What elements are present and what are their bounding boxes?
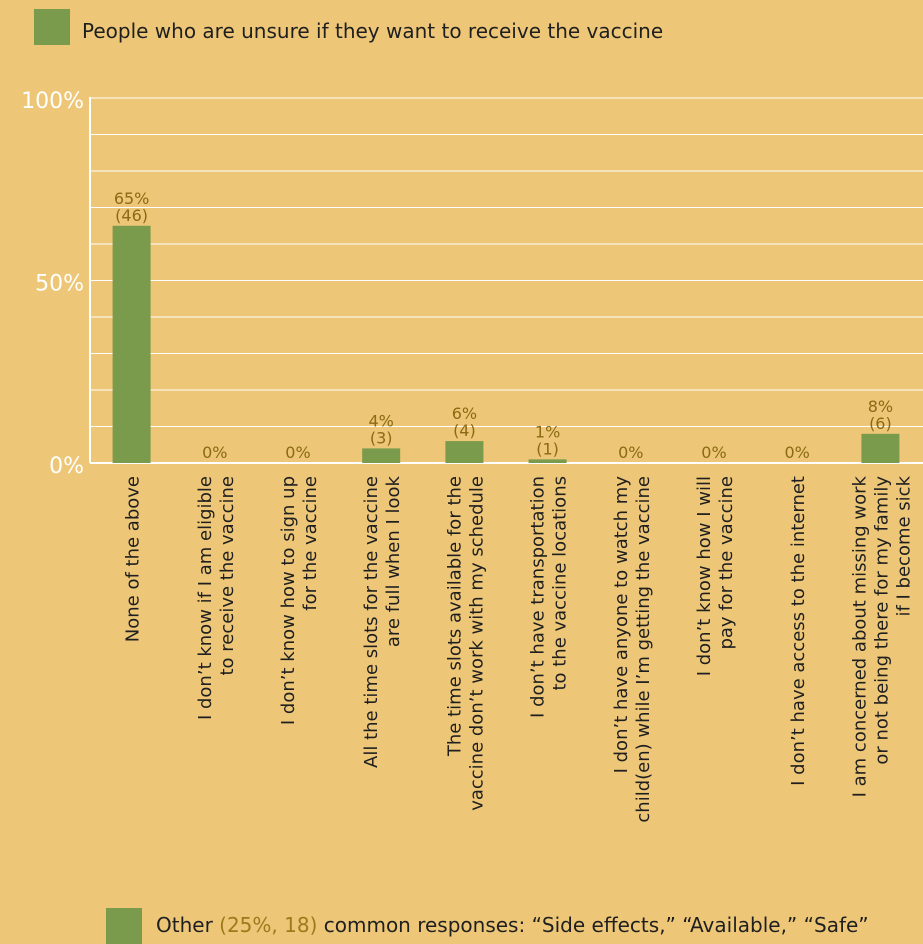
legend-label: People who are unsure if they want to re… (82, 19, 664, 43)
data-label: 0% (202, 443, 227, 462)
category-label: for the vaccine (300, 476, 321, 611)
data-label: 8% (868, 397, 893, 416)
data-label: 6% (452, 404, 477, 423)
bar (445, 441, 484, 463)
bar-chart: 0% 50% 100% 65%(46) None of the above 0% I don… (21, 89, 923, 823)
legend-swatch (34, 9, 70, 45)
category-label: I don’t have transportation (528, 476, 549, 718)
data-label: (1) (536, 439, 559, 458)
category-label: I don’t have access to the internet (788, 476, 809, 786)
category-label: child(en) while I’m getting the vaccine (633, 476, 654, 823)
data-label: (4) (453, 421, 476, 440)
data-label: (3) (370, 428, 393, 447)
category-label: The time slots available for the (444, 476, 465, 757)
category-label: I am concerned about missing work (849, 475, 870, 797)
data-label: 1% (535, 422, 560, 441)
footnote-text: Other (25%, 18) common responses: “Side … (156, 913, 869, 937)
category-label: pay for the vaccine (716, 476, 737, 650)
bar (528, 459, 567, 463)
data-label: (46) (115, 206, 148, 225)
category-label: are full when I look (383, 475, 404, 647)
data-label: 0% (285, 443, 310, 462)
footnote-swatch (106, 908, 142, 944)
data-label: 4% (369, 411, 394, 430)
y-tick-label: 50% (35, 272, 84, 297)
data-label: 0% (701, 443, 726, 462)
bar (861, 433, 900, 463)
category-label: I don’t know how to sign up (278, 476, 299, 725)
category-label: or not being there for my family (871, 476, 892, 765)
category-label: if I become sick (893, 475, 914, 616)
category-label: I don’t know how I will (694, 476, 715, 676)
data-label: 0% (618, 443, 643, 462)
footnote-highlight: (25%, 18) (219, 913, 318, 937)
category-label: to receive the vaccine (217, 476, 238, 676)
footnote-suffix: common responses: “Side effects,” “Avail… (317, 913, 869, 937)
y-tick-label: 100% (21, 89, 84, 114)
y-tick-label: 0% (49, 454, 84, 479)
footnote-prefix: Other (156, 913, 220, 937)
category-label: to the vaccine locations (550, 476, 571, 691)
category-label: I don’t have anyone to watch my (611, 476, 632, 774)
bar (112, 225, 151, 463)
data-label: 65% (114, 189, 150, 208)
category-label: None of the above (123, 476, 144, 642)
category-label: I don’t know if I am eligible (195, 476, 216, 720)
data-label: (6) (869, 414, 892, 433)
data-label: 0% (785, 443, 810, 462)
category-label: All the time slots for the vaccine (361, 476, 382, 768)
bar (362, 448, 401, 463)
category-label: vaccine don’t work with my schedule (466, 476, 487, 811)
